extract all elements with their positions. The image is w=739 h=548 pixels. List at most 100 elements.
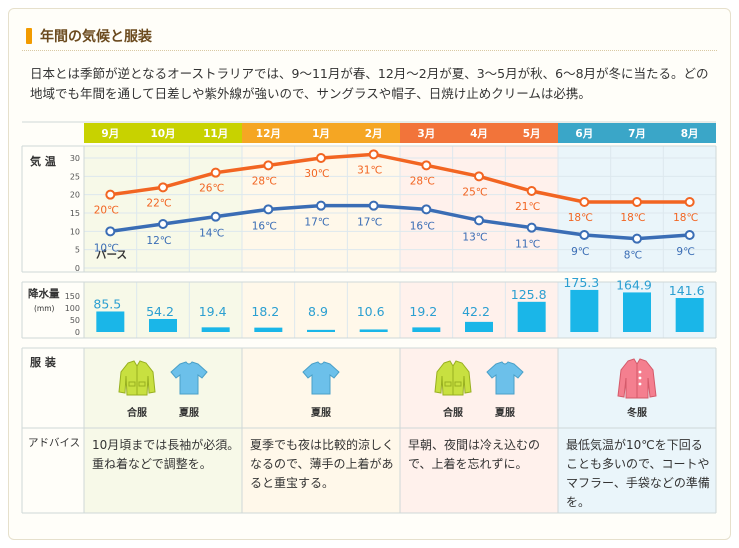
jacket-pocket [454, 381, 462, 387]
temp-y-tick: 30 [70, 154, 80, 163]
clothing-label: 夏服 [494, 407, 516, 419]
max-temp-label: 18℃ [620, 212, 645, 224]
month-label: 11月 [203, 128, 228, 140]
coat-button [638, 370, 642, 374]
rain-bar [307, 329, 335, 332]
jacket-icon [118, 360, 156, 396]
max-temp-point [632, 197, 642, 207]
min-temp-label: 14℃ [199, 228, 224, 240]
month-label: 12月 [256, 128, 281, 140]
rain-bar [359, 329, 388, 332]
max-temp-point [158, 182, 168, 193]
month-label: 4月 [470, 128, 488, 140]
clothing-label: 合服 [126, 406, 148, 419]
max-temp-point [526, 186, 537, 196]
max-temp-label: 25℃ [462, 186, 487, 198]
min-temp-point [526, 222, 537, 233]
min-temp-point [368, 200, 379, 211]
max-temp-label: 26℃ [199, 183, 224, 195]
min-temp-label: 10℃ [94, 242, 119, 254]
coat-button [638, 376, 642, 380]
city-label: パース [96, 249, 127, 261]
season-header-bar [400, 123, 558, 143]
intro-text: 日本とは季節が逆となるオーストラリアでは、9～11月が春、12月～2月が夏、3～… [30, 66, 709, 101]
rain-value-label: 19.4 [199, 304, 227, 319]
month-label: 9月 [101, 128, 119, 140]
month-label: 6月 [575, 128, 593, 140]
advice-spring: 10月頃までは長袖が必須。重ね着などで調整を。 [92, 438, 240, 471]
season-bg-temp [84, 146, 242, 272]
max-temp-point [421, 160, 432, 171]
rain-value-label: 8.9 [308, 304, 328, 319]
rain-bar [254, 327, 283, 332]
rain-value-label: 125.8 [511, 287, 547, 302]
max-temp-line [110, 152, 690, 204]
temp-y-tick: 25 [70, 172, 80, 181]
coat-button [638, 382, 642, 386]
rain-unit-label: (mm) [34, 304, 55, 313]
jacket-icon [434, 360, 472, 396]
min-temp-label: 13℃ [462, 231, 487, 243]
rain-value-label: 42.2 [462, 304, 490, 319]
jacket-pocket [138, 381, 146, 387]
max-temp-label: 28℃ [252, 175, 277, 187]
max-temp-point [105, 189, 116, 200]
max-temp-label: 30℃ [304, 168, 329, 180]
season-bg-temp [558, 146, 716, 272]
page-title: 年間の気候と服装 [40, 29, 152, 45]
tshirt-icon [486, 361, 524, 395]
max-temp-point [684, 197, 695, 207]
min-temp-point [421, 204, 432, 215]
min-temp-label: 17℃ [304, 217, 329, 229]
min-temp-label: 11℃ [515, 239, 540, 251]
advice-winter: 最低気温が10℃を下回ることも多いので、コートやマフラー、手袋などの準備を。 [566, 438, 710, 509]
clothing-label: 合服 [442, 406, 464, 419]
rain-y-tick: 0 [75, 328, 80, 337]
jacket-pocket [444, 381, 452, 387]
min-temp-label: 17℃ [357, 217, 382, 229]
max-temp-point [263, 160, 274, 171]
max-temp-label: 28℃ [410, 175, 435, 187]
month-label: 2月 [365, 128, 383, 140]
advice-row-label: アドバイス [28, 437, 80, 449]
max-temp-point [579, 197, 590, 207]
rain-y-tick: 100 [65, 304, 80, 313]
temp-y-tick: 0 [75, 264, 80, 273]
tshirt-shape [170, 361, 208, 395]
min-temp-label: 9℃ [676, 246, 694, 258]
season-header-bar [558, 123, 716, 143]
max-temp-label: 21℃ [515, 201, 540, 213]
min-temp-label: 12℃ [146, 235, 171, 247]
month-label: 1月 [312, 128, 330, 140]
rain-bar [96, 311, 125, 332]
month-label: 10月 [150, 128, 175, 140]
temp-y-tick: 5 [75, 246, 80, 255]
temp-row-label: 気 温 [30, 154, 56, 168]
min-temp-point [579, 230, 590, 240]
temp-y-tick: 20 [70, 191, 80, 200]
rain-y-tick: 150 [65, 292, 80, 301]
rain-bar [149, 318, 177, 332]
rain-y-tick: 50 [70, 316, 80, 325]
min-temp-label: 16℃ [410, 220, 435, 232]
coat-icon [617, 358, 657, 399]
min-temp-label: 9℃ [571, 246, 589, 258]
rain-row-label: 降水量 [28, 287, 60, 300]
title-accent [26, 28, 32, 44]
jacket-pocket [128, 381, 136, 387]
season-header-bar [242, 123, 400, 143]
rain-bar [465, 321, 493, 332]
rain-value-label: 85.5 [93, 296, 121, 311]
rain-value-label: 164.9 [616, 277, 652, 292]
max-temp-point [210, 167, 221, 178]
tshirt-icon [170, 361, 208, 395]
advice-summer: 夏季でも夜は比較的涼しくなるので、薄手の上着があると重宝する。 [250, 438, 395, 490]
rain-bar [201, 327, 230, 332]
rain-value-label: 54.2 [146, 304, 174, 319]
min-temp-point [684, 230, 695, 240]
min-temp-point [474, 215, 484, 226]
rain-bar [412, 327, 441, 332]
month-label: 5月 [523, 128, 541, 140]
rain-value-label: 18.2 [251, 304, 279, 319]
max-temp-point [368, 149, 379, 160]
